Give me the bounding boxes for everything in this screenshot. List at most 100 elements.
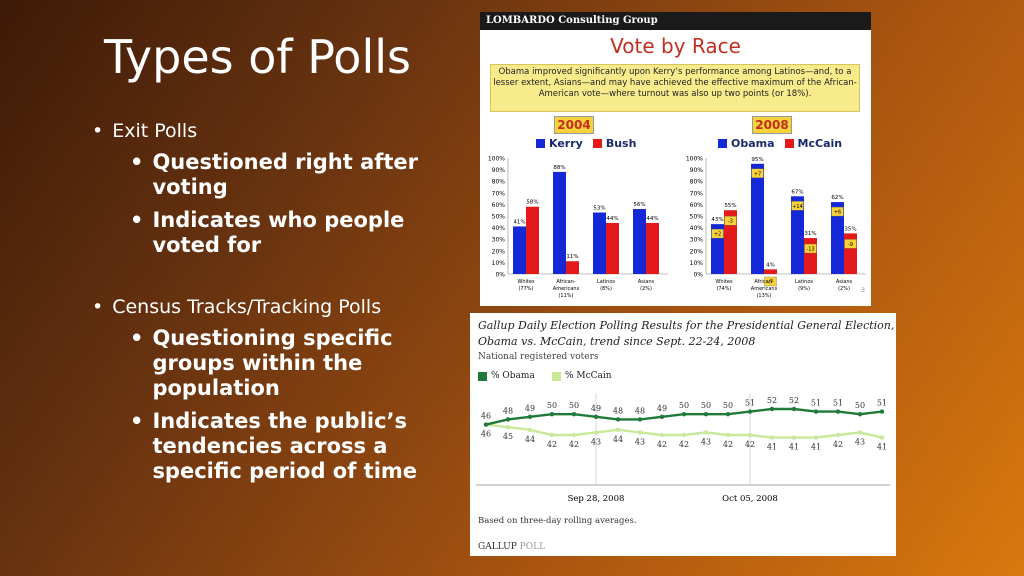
- category-label: (2%): [640, 286, 652, 292]
- bar-value-label: 56%: [633, 202, 645, 208]
- mccain-point: [879, 435, 885, 440]
- point-value-label: 49: [591, 404, 601, 413]
- gallup-title-line1: Gallup Daily Election Polling Results fo…: [478, 319, 895, 332]
- category-label: Latinos: [795, 279, 813, 285]
- bar-obama: [791, 196, 804, 274]
- chart-note: Obama improved significantly upon Kerry’…: [490, 64, 860, 112]
- bar-value-label: 11%: [566, 254, 578, 260]
- year-2004-label: 2004: [554, 116, 594, 134]
- bar-value-label: 62%: [831, 195, 843, 201]
- consulting-header: LOMBARDO Consulting Group: [480, 12, 871, 30]
- change-badge: [764, 276, 777, 287]
- point-value-label: 49: [525, 404, 535, 413]
- bullet-list: • Exit Polls • Questioned right after voti…: [92, 120, 422, 492]
- legend-swatch-kerry: [536, 139, 545, 148]
- change-label: +14: [792, 204, 803, 210]
- gallup-line-chart: Sep 28, 2008 Oct 05, 2008 46 45 44 42 42 43 44 43…: [476, 393, 890, 504]
- category-label: African-: [556, 279, 575, 285]
- bar-value-label: 41%: [513, 219, 525, 225]
- point-value-label: 42: [679, 440, 689, 449]
- obama-point: [703, 412, 709, 417]
- y-tick-label: 80%: [690, 179, 704, 186]
- y-tick-label: 60%: [492, 202, 506, 209]
- category-label: (8%): [600, 286, 612, 292]
- bar-value-label: 31%: [804, 231, 816, 237]
- mccain-point: [747, 432, 753, 438]
- point-value-label: 44: [613, 435, 623, 444]
- obama-point: [483, 422, 489, 427]
- mccain-point: [659, 432, 665, 438]
- category-label: Americans: [751, 286, 778, 292]
- point-value-label: 51: [811, 399, 821, 408]
- vote-bar-charts: 0%10%20%30%40%50%60%70%80%90%100%41%58%W…: [488, 156, 866, 299]
- point-value-label: 46: [481, 430, 491, 439]
- bar-mccain: [764, 269, 777, 274]
- legend-mccain-item: % McCain: [552, 371, 612, 381]
- legend-swatch-mccain: [552, 371, 561, 381]
- category-label: Whites: [715, 279, 733, 285]
- bar-obama: [831, 202, 844, 274]
- change-badge: [831, 206, 844, 217]
- legend-obama-item: % Obama: [478, 371, 535, 381]
- year-2008-label: 2008: [752, 116, 792, 134]
- bar-value-label: 53%: [593, 206, 605, 212]
- y-tick-label: 30%: [690, 237, 704, 244]
- sub-bullet-text: Questioned right after voting: [152, 150, 419, 199]
- point-value-label: 42: [833, 440, 843, 449]
- sub-bullet: • Indicates who people voted for: [130, 208, 422, 258]
- point-value-label: 43: [855, 437, 865, 446]
- gallup-logo: GALLUP POLL: [478, 542, 545, 552]
- gallup-tracking-image: Gallup Daily Election Polling Results fo…: [470, 313, 896, 556]
- y-tick-label: 60%: [690, 202, 704, 209]
- obama-point: [835, 409, 841, 414]
- category-label: (13%): [756, 293, 771, 299]
- bar-obama: [751, 163, 764, 274]
- mccain-point: [835, 432, 841, 438]
- obama-point: [725, 412, 731, 417]
- gallup-brand: GALLUP: [478, 542, 517, 552]
- chart-title: Vote by Race: [610, 34, 741, 58]
- point-value-label: 51: [833, 399, 843, 408]
- bullet-text: Exit Polls: [112, 120, 198, 142]
- bar-value-label: 67%: [791, 189, 803, 195]
- mccain-point: [813, 435, 819, 440]
- point-value-label: 41: [767, 443, 777, 452]
- sub-bullet-text: Questioning specific groups within the p…: [152, 326, 393, 400]
- legend-mccain: % McCain: [565, 371, 612, 381]
- category-label: Latinos: [597, 279, 615, 285]
- obama-point: [747, 409, 753, 414]
- mccain-point: [857, 430, 863, 435]
- bar-bush: [526, 206, 539, 274]
- mccain-point: [615, 427, 621, 432]
- mccain-point: [769, 435, 775, 440]
- bar-kerry: [633, 209, 646, 274]
- category-label: (9%): [798, 286, 810, 292]
- bar-value-label: 58%: [526, 200, 538, 206]
- y-tick-label: 100%: [686, 156, 703, 163]
- bar-value-label: 55%: [724, 203, 736, 209]
- point-value-label: 50: [723, 401, 733, 410]
- point-value-label: 50: [855, 401, 865, 410]
- point-value-label: 45: [503, 432, 513, 441]
- obama-point: [593, 414, 599, 419]
- bullet-tracking-polls: • Census Tracks/Tracking Polls: [92, 296, 422, 318]
- mccain-point: [571, 432, 577, 438]
- point-value-label: 51: [877, 399, 887, 408]
- point-value-label: 41: [789, 443, 799, 452]
- bullet-text: Census Tracks/Tracking Polls: [112, 296, 382, 318]
- bullet-dot: •: [130, 326, 144, 350]
- slide-title: Types of Polls: [104, 30, 411, 84]
- category-label: (11%): [558, 293, 573, 299]
- point-value-label: 42: [723, 440, 733, 449]
- y-tick-label: 10%: [690, 260, 704, 267]
- change-label: +6: [834, 210, 841, 216]
- bar-bush: [646, 222, 659, 274]
- obama-point: [791, 406, 797, 412]
- sub-bullet: • Questioned right after voting: [130, 150, 422, 200]
- legend-swatch-bush: [592, 139, 602, 148]
- category-label: (77%): [518, 286, 533, 292]
- legend-bush: Bush: [605, 137, 637, 150]
- y-tick-label: 0%: [693, 272, 703, 279]
- change-badge: [724, 216, 737, 226]
- x-axis-label: Oct 05, 2008: [722, 494, 778, 504]
